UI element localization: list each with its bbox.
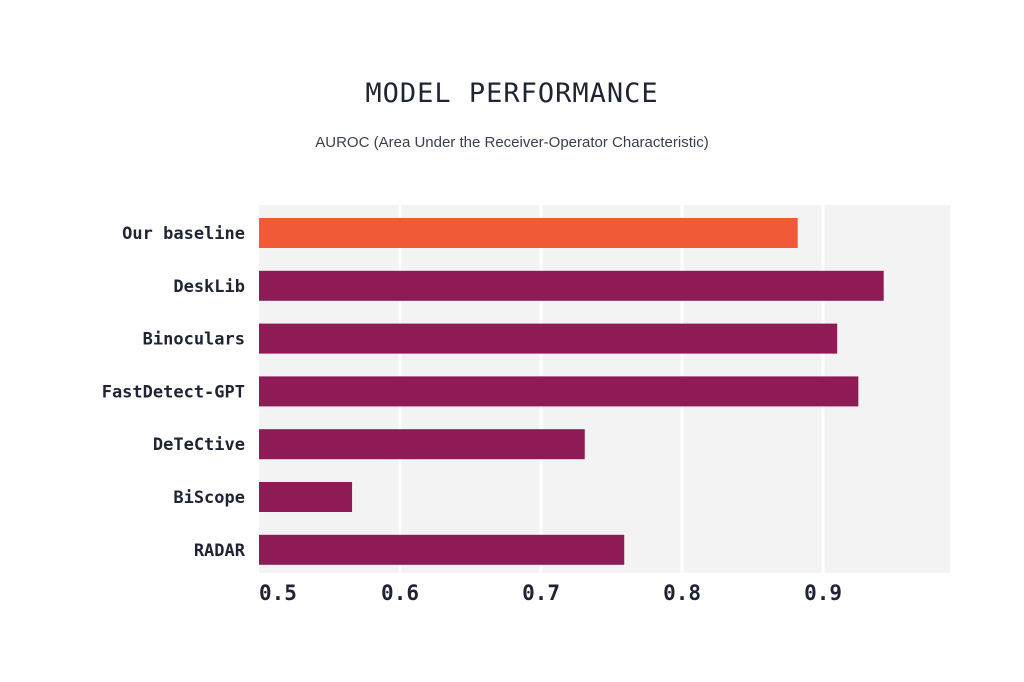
chart-title: MODEL PERFORMANCE — [365, 78, 659, 109]
bar-desklib — [259, 270, 884, 301]
bar-fastdetect-gpt — [259, 376, 859, 407]
x-tick-label-0-7: 0.7 — [522, 581, 560, 605]
category-label-desklib: DeskLib — [173, 277, 245, 297]
chart-subtitle: AUROC (Area Under the Receiver-Operator … — [315, 134, 709, 151]
bar-biscope — [259, 482, 353, 512]
category-label-radar: RADAR — [194, 541, 246, 561]
x-tick-label-0-5: 0.5 — [259, 581, 297, 605]
x-tick-label-0-9: 0.9 — [804, 581, 842, 605]
x-tick-label-0-8: 0.8 — [663, 581, 701, 605]
bar-radar — [259, 534, 625, 565]
bar-binoculars — [259, 323, 838, 354]
category-label-our-baseline: Our baseline — [122, 224, 245, 244]
bar-our-baseline — [259, 218, 798, 248]
x-tick-label-0-6: 0.6 — [381, 581, 419, 605]
category-label-biscope: BiScope — [173, 488, 245, 508]
category-label-fastdetect-gpt: FastDetect-GPT — [102, 382, 245, 402]
category-label-binoculars: Binoculars — [143, 330, 245, 350]
category-label-detective: DeTeCtive — [153, 435, 245, 455]
bar-detective — [259, 429, 585, 460]
